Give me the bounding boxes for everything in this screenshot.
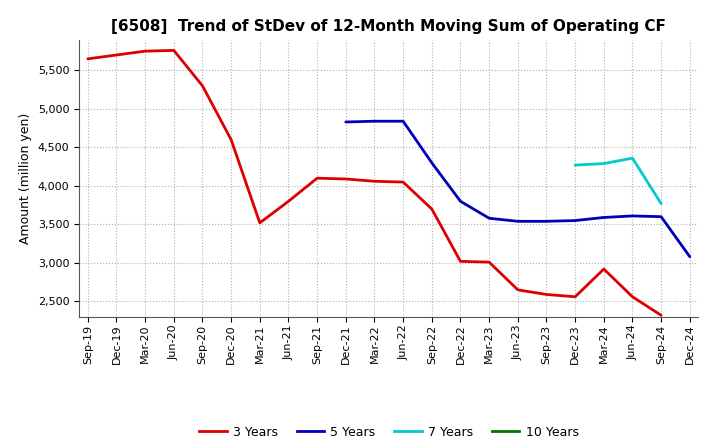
7 Years: [657, 201, 665, 206]
5 Years: [542, 219, 551, 224]
3 Years: [198, 83, 207, 88]
5 Years: [513, 219, 522, 224]
5 Years: [341, 119, 350, 125]
3 Years: [169, 48, 178, 53]
3 Years: [256, 220, 264, 225]
5 Years: [485, 216, 493, 221]
3 Years: [284, 198, 293, 204]
3 Years: [571, 294, 580, 299]
3 Years: [399, 180, 408, 185]
7 Years: [571, 162, 580, 168]
3 Years: [84, 56, 92, 62]
Line: 5 Years: 5 Years: [346, 121, 690, 257]
7 Years: [628, 155, 636, 161]
3 Years: [542, 292, 551, 297]
3 Years: [456, 259, 465, 264]
3 Years: [341, 176, 350, 182]
5 Years: [428, 160, 436, 165]
Title: [6508]  Trend of StDev of 12-Month Moving Sum of Operating CF: [6508] Trend of StDev of 12-Month Moving…: [112, 19, 666, 34]
3 Years: [513, 287, 522, 293]
3 Years: [428, 206, 436, 212]
5 Years: [657, 214, 665, 219]
3 Years: [485, 260, 493, 265]
5 Years: [571, 218, 580, 223]
3 Years: [312, 176, 321, 181]
3 Years: [227, 137, 235, 142]
7 Years: [600, 161, 608, 166]
3 Years: [370, 179, 379, 184]
Legend: 3 Years, 5 Years, 7 Years, 10 Years: 3 Years, 5 Years, 7 Years, 10 Years: [194, 421, 583, 440]
5 Years: [399, 118, 408, 124]
3 Years: [112, 52, 121, 58]
5 Years: [685, 254, 694, 259]
Y-axis label: Amount (million yen): Amount (million yen): [19, 113, 32, 244]
3 Years: [628, 294, 636, 299]
5 Years: [628, 213, 636, 219]
5 Years: [456, 198, 465, 204]
3 Years: [657, 312, 665, 318]
5 Years: [370, 118, 379, 124]
3 Years: [600, 266, 608, 271]
3 Years: [141, 48, 150, 54]
5 Years: [600, 215, 608, 220]
Line: 7 Years: 7 Years: [575, 158, 661, 204]
Line: 3 Years: 3 Years: [88, 50, 661, 315]
